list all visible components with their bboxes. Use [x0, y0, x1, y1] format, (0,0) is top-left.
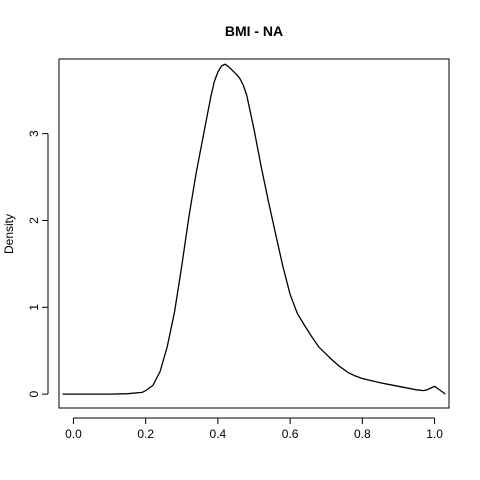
x-tick-label: 0.4 — [210, 427, 227, 441]
x-tick-label: 0.8 — [354, 427, 371, 441]
y-axis: 0 1 2 3 — [27, 130, 49, 397]
series-layer — [62, 63, 446, 395]
x-tick-label: 0.2 — [137, 427, 154, 441]
x-tick-label: 1.0 — [426, 427, 443, 441]
x-axis: 0.0 0.2 0.4 0.6 0.8 1.0 — [65, 417, 443, 441]
y-tick-label: 3 — [27, 130, 41, 137]
y-tick-label: 0 — [27, 390, 41, 397]
y-tick-label: 2 — [27, 217, 41, 224]
plot-box — [58, 58, 450, 409]
x-tick-label: 0.6 — [282, 427, 299, 441]
chart-title: BMI - NA — [225, 23, 283, 39]
x-tick-label: 0.0 — [65, 427, 82, 441]
density-line — [62, 63, 446, 395]
y-tick-label: 1 — [27, 304, 41, 311]
y-axis-label: Density — [2, 214, 16, 254]
